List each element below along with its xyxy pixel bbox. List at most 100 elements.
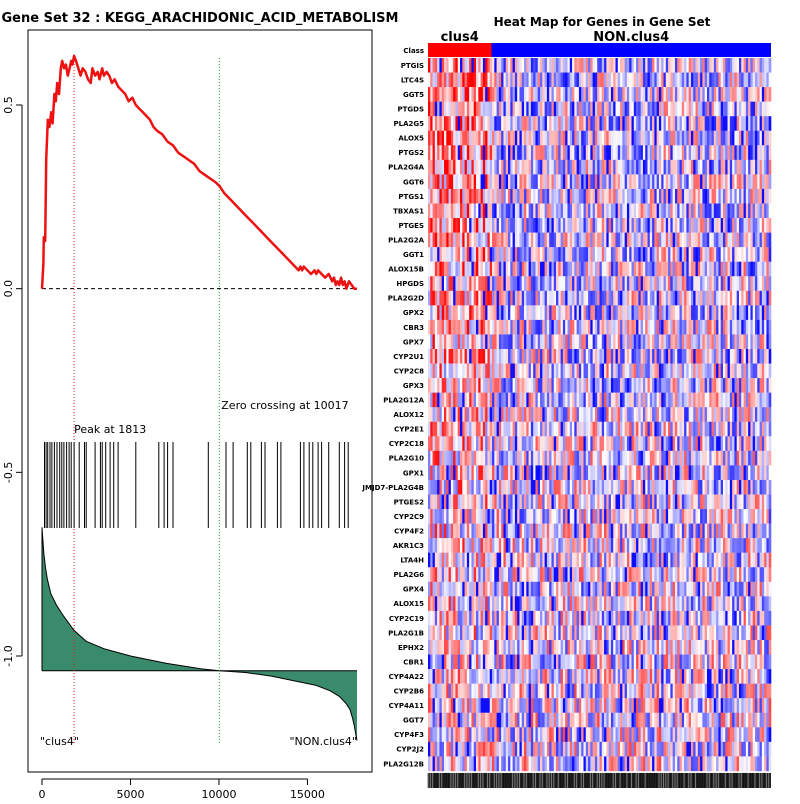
heatmap-cell bbox=[590, 247, 593, 262]
heatmap-cell bbox=[702, 262, 705, 277]
heatmap-cell bbox=[513, 509, 516, 524]
heatmap-cell bbox=[538, 262, 541, 277]
heatmap-cell bbox=[684, 87, 687, 102]
heatmap-cell bbox=[435, 102, 438, 117]
zero-crossing-annotation: Zero crossing at 10017 bbox=[221, 399, 348, 412]
heatmap-cell bbox=[668, 320, 671, 335]
heatmap-cell bbox=[513, 480, 516, 495]
ranked-metric-fill bbox=[42, 527, 357, 740]
heatmap-cell bbox=[554, 509, 557, 524]
heatmap-cell bbox=[535, 87, 538, 102]
heatmap-cell bbox=[764, 364, 767, 379]
heatmap-cell bbox=[652, 116, 655, 131]
heatmap-cell bbox=[501, 334, 504, 349]
heatmap-cell bbox=[531, 305, 534, 320]
heatmap-cell bbox=[609, 422, 612, 437]
heatmap-cell bbox=[682, 233, 685, 248]
heatmap-cell bbox=[766, 160, 769, 175]
heatmap-row bbox=[428, 131, 771, 146]
heatmap-cell bbox=[732, 247, 735, 262]
heatmap-cell bbox=[588, 247, 591, 262]
heatmap-cell bbox=[760, 58, 763, 73]
heatmap-cell bbox=[746, 305, 749, 320]
heatmap-cell bbox=[561, 102, 564, 117]
heatmap-cell bbox=[455, 407, 458, 422]
heatmap-cell bbox=[652, 305, 655, 320]
heatmap-cell bbox=[590, 436, 593, 451]
heatmap-cell bbox=[449, 204, 452, 219]
heatmap-cell bbox=[577, 102, 580, 117]
heatmap-cell bbox=[696, 58, 699, 73]
heatmap-cell bbox=[737, 247, 740, 262]
heatmap-cell bbox=[600, 276, 603, 291]
heatmap-cell bbox=[675, 102, 678, 117]
heatmap-cell bbox=[654, 58, 657, 73]
heatmap-cell bbox=[723, 116, 726, 131]
heatmap-cell bbox=[746, 262, 749, 277]
heatmap-cell bbox=[746, 174, 749, 189]
heatmap-cell bbox=[645, 218, 648, 233]
heatmap-cell bbox=[442, 189, 445, 204]
heatmap-cell bbox=[737, 262, 740, 277]
heatmap-cell bbox=[718, 58, 721, 73]
heatmap-cell bbox=[503, 495, 506, 510]
heatmap-cell bbox=[597, 422, 600, 437]
heatmap-cell bbox=[474, 160, 477, 175]
heatmap-cell bbox=[593, 509, 596, 524]
heatmap-cell bbox=[718, 451, 721, 466]
heatmap-cell bbox=[725, 480, 728, 495]
heatmap-cell bbox=[449, 436, 452, 451]
heatmap-cell bbox=[689, 349, 692, 364]
heatmap-cell bbox=[618, 58, 621, 73]
heatmap-cell bbox=[503, 364, 506, 379]
heatmap-cell bbox=[654, 116, 657, 131]
heatmap-cell bbox=[686, 291, 689, 306]
heatmap-cell bbox=[657, 116, 660, 131]
heatmap-cell bbox=[709, 262, 712, 277]
heatmap-cell bbox=[442, 495, 445, 510]
heatmap-cell bbox=[549, 524, 552, 539]
heatmap-cell bbox=[567, 131, 570, 146]
heatmap-cell bbox=[435, 160, 438, 175]
heatmap-cell bbox=[588, 495, 591, 510]
heatmap-cell bbox=[700, 204, 703, 219]
heatmap-cell bbox=[460, 524, 463, 539]
heatmap-cell bbox=[554, 218, 557, 233]
heatmap-cell bbox=[748, 465, 751, 480]
heatmap-cell bbox=[625, 393, 628, 408]
heatmap-cell bbox=[769, 174, 772, 189]
heatmap-cell bbox=[561, 305, 564, 320]
heatmap-cell bbox=[769, 305, 772, 320]
heatmap-cell bbox=[449, 524, 452, 539]
heatmap-cell bbox=[600, 393, 603, 408]
heatmap-cell bbox=[583, 451, 586, 466]
heatmap-cell bbox=[618, 320, 621, 335]
heatmap-cell bbox=[460, 305, 463, 320]
heatmap-cell bbox=[467, 451, 470, 466]
heatmap-cell bbox=[549, 480, 552, 495]
heatmap-cell bbox=[721, 102, 724, 117]
heatmap-cell bbox=[728, 291, 731, 306]
heatmap-cell bbox=[506, 495, 509, 510]
heatmap-cell bbox=[622, 393, 625, 408]
heatmap-cell bbox=[471, 58, 474, 73]
heatmap-cell bbox=[613, 102, 616, 117]
heatmap-cell bbox=[549, 364, 552, 379]
heatmap-cell bbox=[645, 349, 648, 364]
heatmap-cell bbox=[668, 407, 671, 422]
heatmap-cell bbox=[446, 364, 449, 379]
heatmap-cell bbox=[657, 204, 660, 219]
heatmap-cell bbox=[561, 160, 564, 175]
heatmap-cell bbox=[739, 160, 742, 175]
heatmap-cell bbox=[565, 102, 568, 117]
heatmap-cell bbox=[542, 364, 545, 379]
heatmap-cell bbox=[712, 233, 715, 248]
heatmap-cell bbox=[689, 276, 692, 291]
heatmap-cell bbox=[739, 436, 742, 451]
heatmap-cell bbox=[734, 102, 737, 117]
heatmap-cell bbox=[734, 262, 737, 277]
heatmap-cell bbox=[718, 291, 721, 306]
heatmap-cell bbox=[757, 465, 760, 480]
heatmap-cell bbox=[570, 334, 573, 349]
heatmap-cell bbox=[744, 349, 747, 364]
